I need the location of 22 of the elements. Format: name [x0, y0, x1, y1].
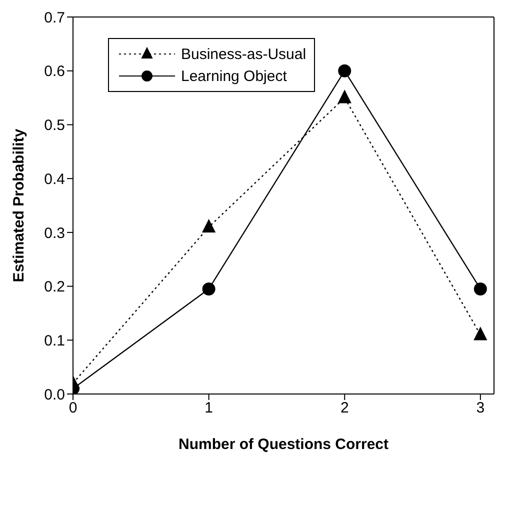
y-tick-label: 0.2: [44, 278, 65, 296]
legend-label: Business-as-Usual: [181, 46, 306, 62]
x-axis-title: Number of Questions Correct: [178, 436, 389, 453]
y-tick-label: 0.1: [44, 332, 65, 350]
y-tick-label: 0.4: [44, 170, 65, 188]
point: [338, 64, 352, 78]
y-tick-label: 0.5: [44, 117, 65, 134]
point: [202, 220, 216, 233]
y-tick-label: 0.7: [44, 9, 65, 26]
point: [338, 90, 352, 104]
point: [474, 282, 487, 296]
x-tick-label: 1: [204, 400, 213, 417]
legend-label: Learning Object: [181, 68, 287, 84]
y-tick-label: 0.3: [44, 224, 65, 242]
x-tick-label: 0: [68, 400, 78, 417]
y-tick-label: 0.0: [44, 386, 65, 404]
y-axis-title: Estimated Probability: [10, 128, 28, 282]
y-tick-label: 0.6: [44, 63, 65, 80]
point: [202, 282, 216, 296]
point: [474, 327, 487, 340]
x-tick-label: 2: [340, 400, 349, 417]
x-tick-label: 3: [476, 400, 485, 417]
